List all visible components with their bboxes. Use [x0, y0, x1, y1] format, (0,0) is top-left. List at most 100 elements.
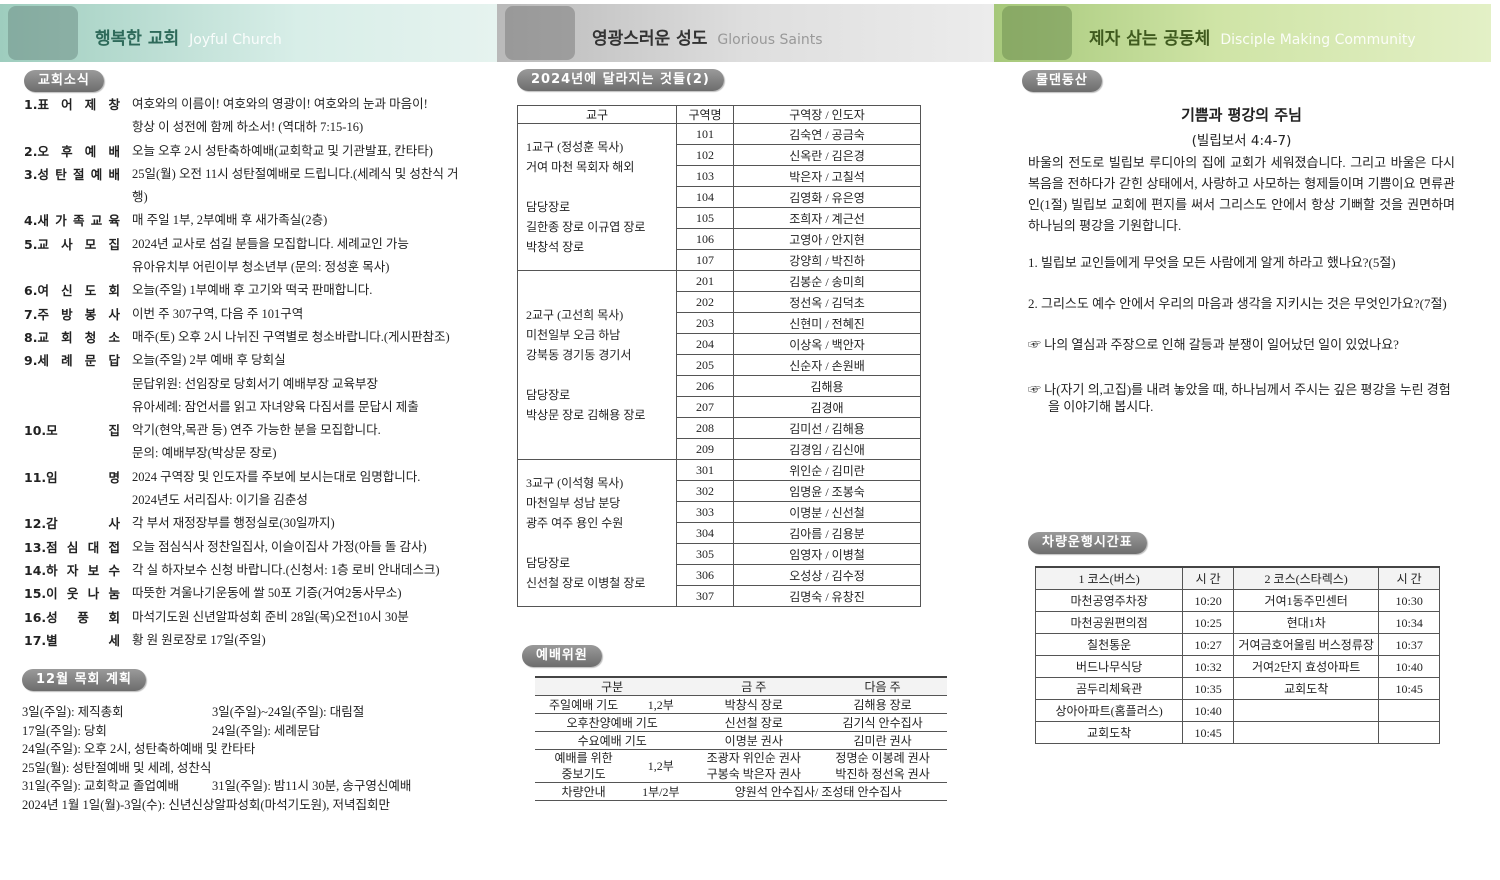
news-label: 16.성 풍 회 [24, 609, 120, 625]
column-header: 시 간 [1378, 566, 1440, 590]
bus-cell-empty [1233, 699, 1380, 722]
cell-line: 박진하 정선옥 권사 [835, 767, 930, 781]
devotion-paragraph: 바울의 전도로 빌립보 루디아의 집에 교회가 세워졌습니다. 그리고 바울은 … [1028, 155, 1455, 233]
column-header: 시 간 [1182, 566, 1235, 590]
bus-row: 교회도착 10:45 [1034, 721, 1440, 744]
district-leaders: 위인순 / 김미란 [733, 459, 921, 481]
district-number: 205 [676, 354, 734, 376]
district-number: 302 [676, 480, 734, 502]
bus-cell: 10:20 [1182, 589, 1235, 612]
plan-row: 3일(주일): 제직총회 3일(주일)~24일(주일): 대림절 [22, 703, 411, 722]
elder-label: 담당장로 [526, 556, 571, 570]
cell-line: 박창식 장로 [724, 697, 783, 712]
spacer [526, 533, 668, 553]
news-line: 오늘 점심식사 정찬일집사, 이슬이집사 가정(아들 돌 감사) [132, 539, 427, 554]
district-number: 304 [676, 522, 734, 544]
news-item: 11.임 명 2024 구역장 및 인도자를 주보에 보시는대로 임명합니다. 20… [24, 466, 469, 513]
news-body: 각 실 하자보수 신청 바랍니다.(신청서: 1층 로비 안내데스크) [132, 559, 440, 582]
district-number: 208 [676, 417, 734, 439]
bus-row: 곰두리체육관 10:35 교회도착 10:45 [1034, 677, 1440, 700]
bus-cell: 상아아파트(홈플러스) [1034, 699, 1184, 722]
header-image [505, 6, 575, 60]
district-leaders: 김아름 / 김용분 [733, 522, 921, 544]
news-label: 14.하 자 보 수 [24, 562, 120, 578]
bus-row: 마천공원편의점 10:25 현대1차 10:34 [1034, 611, 1440, 634]
district-row: 205 신순자 / 손원배 [518, 354, 921, 376]
news-line: 황 원 원로장로 17일(주일) [132, 632, 266, 647]
news-line: 각 실 하자보수 신청 바랍니다.(신청서: 1층 로비 안내데스크) [132, 562, 440, 577]
plan-row: 17일(주일): 당회 24일(주일): 세례문답 [22, 722, 411, 741]
column-header: 교구 [517, 105, 677, 124]
news-line: 유아유치부 어린이부 청소년부 (문의: 정성훈 목사) [132, 260, 390, 275]
news-line: 2024년도 서리집사: 이기을 김춘성 [132, 493, 308, 508]
bus-cell: 마천공영주차장 [1034, 589, 1184, 612]
header-band: 제자 삼는 공동체 Disciple Making Community [994, 4, 1491, 62]
district-leaders: 신현미 / 전혜진 [733, 312, 921, 334]
worship-this: 조광자 위인순 권사 구봉숙 박은자 권사 [689, 749, 819, 783]
news-body: 오늘 점심식사 정찬일집사, 이슬이집사 가정(아들 돌 감사) [132, 536, 427, 559]
group-title: 1교구 (정성훈 목사) [526, 140, 624, 154]
district-leaders: 고영아 / 안지현 [733, 228, 921, 250]
news-label: 17.별 세 [24, 632, 120, 648]
bus-row: 마천공영주차장 10:20 거여1동주민센터 10:30 [1034, 589, 1440, 612]
district-row: 104 김영화 / 유은영 [518, 186, 921, 208]
news-line: 오늘 오후 2시 성탄축하예배(교회학교 및 기관발표, 칸타타) [132, 143, 433, 158]
bus-cell: 곰두리체육관 [1034, 677, 1184, 700]
district-number: 202 [676, 291, 734, 313]
cell-line: 김미란 권사 [853, 733, 912, 748]
header-row: 교구 구역명 구역장 / 인도자 [517, 105, 921, 124]
news-line: 오늘(주일) 2부 예배 후 당회실 [132, 353, 286, 368]
column-header: 금 주 [689, 676, 819, 696]
news-item: 6.여 신 도 회 오늘(주일) 1부예배 후 고기와 떡국 판매합니다. [24, 279, 469, 302]
news-label: 15.이 웃 나 눔 [24, 586, 120, 602]
bus-cell: 10:34 [1378, 611, 1440, 634]
news-body: 따뜻한 겨울나기운동에 쌀 50포 기증(거여2동사무소) [132, 582, 402, 605]
district-leaders: 신옥란 / 김은경 [733, 144, 921, 166]
plan-entry: 2024년 1월 1일(월)-3일(수): 신년신상알파성회(마석기도원), 저… [22, 797, 390, 812]
devotion-reference: (빌립보서 4:4-7) [1191, 133, 1292, 149]
news-body: 매주(토) 오후 2시 나뉘진 구역별로 청소바랍니다.(게시판참조) [132, 326, 450, 349]
news-line: 25일(월) 오전 11시 성탄절예배로 드립니다.(세례식 및 성찬식 거행) [132, 166, 459, 205]
district-number: 207 [676, 396, 734, 418]
header-title-text: 영광스러운 성도 [592, 29, 708, 49]
district-leaders: 김해용 [733, 375, 921, 397]
news-label: 9.세 례 문 답 [24, 353, 120, 369]
district-number: 106 [676, 228, 734, 250]
district-leaders: 김숙연 / 공금숙 [733, 123, 921, 145]
column-header: 구역명 [676, 105, 734, 124]
news-label: 4.새 가 족 교 육 [24, 213, 120, 229]
elder-names: 박상문 장로 김해용 장로 [526, 408, 646, 422]
news-line: 매주(토) 오후 2시 나뉘진 구역별로 청소바랍니다.(게시판참조) [132, 329, 450, 344]
news-line: 2024년 교사로 섬길 분들을 모집합니다. 세례교인 가능 [132, 236, 409, 251]
news-label: 12.감 사 [24, 516, 120, 532]
district-number: 204 [676, 333, 734, 355]
news-item: 10.모 집 악기(현악,목관 등) 연주 가능한 분을 모집합니다. 문의: 예배… [24, 419, 469, 466]
bus-cell: 10:45 [1378, 677, 1440, 700]
bus-cell: 10:37 [1378, 633, 1440, 656]
district-row: 3교구 (이석형 목사) 마천일부 성남 분당 광주 여주 용인 수원 담당장로 신선철… [517, 459, 921, 607]
cell-line: 정명순 이봉례 권사 [835, 751, 930, 765]
bus-cell: 마천공원편의점 [1034, 611, 1184, 634]
worship-label: 차량안내 [535, 782, 633, 801]
plan-row: 24일(주일): 오후 2시, 성탄축하예배 및 칸타타 [22, 740, 411, 759]
spacer [526, 365, 668, 385]
cell-line: 차량안내 [561, 784, 606, 799]
cell-line: 김해용 장로 [853, 697, 912, 712]
district-number: 209 [676, 438, 734, 460]
worship-row: 오후찬양예배 기도 신선철 장로 김기식 안수집사 [535, 713, 947, 732]
plan-entry: 24일(주일): 세례문답 [212, 723, 320, 738]
section-pill: 교회소식 [24, 70, 104, 92]
news-label: 6.여 신 도 회 [24, 283, 120, 299]
district-row: 1교구 (정성훈 목사) 거여 마천 목회자 해외 담당장로 길한종 장로 이규엽 장… [517, 123, 921, 271]
group-area: 마천일부 성남 분당 [526, 496, 621, 510]
news-body: 황 원 원로장로 17일(주일) [132, 629, 266, 652]
question: ☞ 나의 열심과 주장으로 인해 갈등과 분쟁이 일어났던 일이 있었나요? [1028, 337, 1399, 352]
news-body: 25일(월) 오전 11시 성탄절예배로 드립니다.(세례식 및 성찬식 거행) [132, 163, 469, 210]
news-body: 오늘(주일) 1부예배 후 고기와 떡국 판매합니다. [132, 279, 372, 302]
column-header: 구역장 / 인도자 [733, 105, 921, 124]
bus-cell: 칠천통운 [1034, 633, 1184, 656]
district-leaders: 강양희 / 박진하 [733, 249, 921, 271]
worship-part: 1부/2부 [632, 782, 690, 801]
plan-row: 2024년 1월 1일(월)-3일(수): 신년신상알파성회(마석기도원), 저… [22, 796, 411, 815]
